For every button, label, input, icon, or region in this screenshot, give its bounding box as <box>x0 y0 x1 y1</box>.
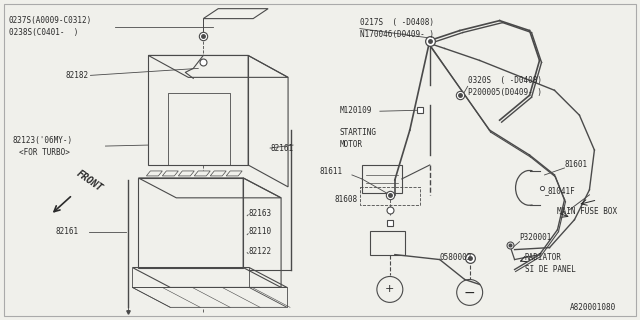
Text: <FOR TURBO>: <FOR TURBO> <box>19 148 70 156</box>
Text: 0238S(C0401-  ): 0238S(C0401- ) <box>9 28 78 37</box>
Text: FRONT: FRONT <box>74 169 104 194</box>
Text: SI DE PANEL: SI DE PANEL <box>525 265 575 274</box>
Text: 81601: 81601 <box>564 160 588 170</box>
Text: 82161: 82161 <box>56 227 79 236</box>
Bar <box>360 187 420 205</box>
Text: N170046(D0409- ): N170046(D0409- ) <box>360 30 434 39</box>
Text: 82163: 82163 <box>248 209 271 218</box>
Text: M120109: M120109 <box>340 106 372 115</box>
Text: MAIN FUSE BOX: MAIN FUSE BOX <box>557 207 618 216</box>
Text: 0237S(A0009-C0312): 0237S(A0009-C0312) <box>9 16 92 25</box>
Text: STARTING: STARTING <box>340 128 377 137</box>
Text: MOTOR: MOTOR <box>340 140 363 148</box>
Text: 82161: 82161 <box>270 144 293 153</box>
Text: 82110: 82110 <box>248 227 271 236</box>
Text: 81611: 81611 <box>320 167 343 176</box>
Text: P320001: P320001 <box>520 233 552 242</box>
Text: −: − <box>464 285 476 300</box>
Text: 0320S  ( -D0408): 0320S ( -D0408) <box>468 76 541 85</box>
Text: 0217S  ( -D0408): 0217S ( -D0408) <box>360 18 434 27</box>
Text: A820001080: A820001080 <box>570 303 616 312</box>
Text: 81041F: 81041F <box>547 188 575 196</box>
Text: 81608: 81608 <box>335 195 358 204</box>
Text: 82182: 82182 <box>65 71 89 80</box>
Bar <box>362 165 402 193</box>
Text: 82122: 82122 <box>248 247 271 256</box>
Text: P200005(D0409- ): P200005(D0409- ) <box>468 88 541 97</box>
Text: RADIATOR: RADIATOR <box>525 253 561 262</box>
Text: 82123('06MY-): 82123('06MY-) <box>13 136 73 145</box>
Text: 0580002: 0580002 <box>440 253 472 262</box>
Text: +: + <box>385 284 394 294</box>
